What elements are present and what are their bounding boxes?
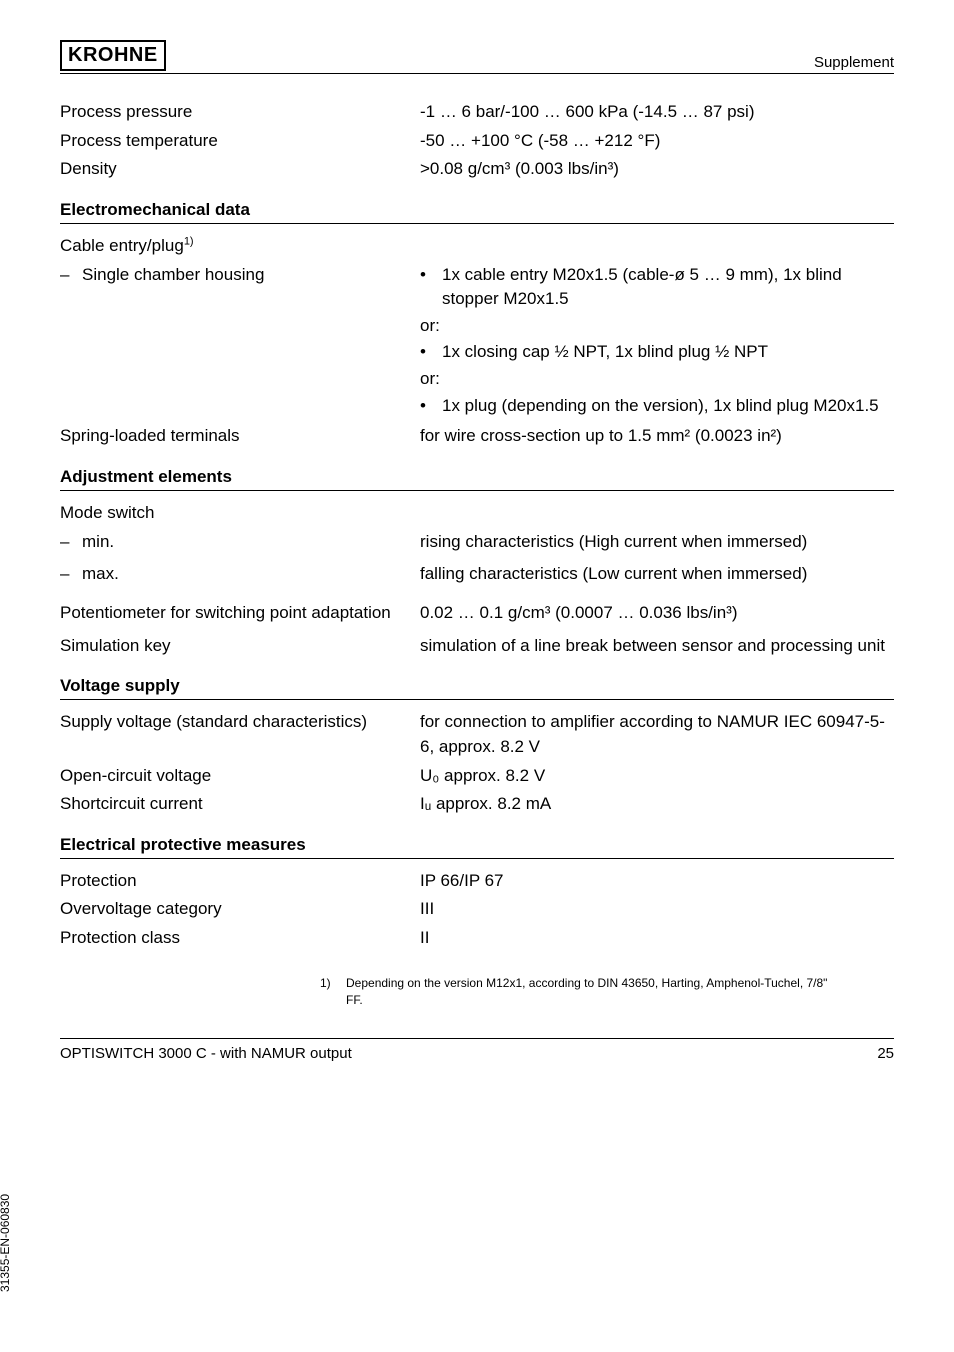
pot-value: 0.02 … 0.1 g/cm³ (0.0007 … 0.036 lbs/in³… [420,601,894,626]
simulation-row: Simulation key simulation of a line brea… [60,634,894,659]
page-header: KROHNE Supplement [60,40,894,74]
overvoltage-label: Overvoltage category [60,897,420,922]
cable-entry-row: Cable entry/plug1) [60,234,894,259]
cable-entry-text: Cable entry/plug [60,236,184,255]
short-label: Shortcircuit current [60,792,420,817]
spec-row: Process temperature -50 … +100 °C (-58 …… [60,129,894,154]
open-label: Open-circuit voltage [60,764,420,789]
protection-class-value: II [420,926,894,951]
bullet-list: 1x cable entry M20x1.5 (cable-ø 5 … 9 mm… [420,263,894,312]
spec-value: -1 … 6 bar/-100 … 600 kPa (-14.5 … 87 ps… [420,100,894,125]
potentiometer-row: Potentiometer for switching point adapta… [60,601,894,626]
spec-label: Process pressure [60,100,420,125]
spec-value: >0.08 g/cm³ (0.003 lbs/in³) [420,157,894,182]
protection-class-row: Protection class II [60,926,894,951]
mode-switch-row: Mode switch [60,501,894,526]
spec-row: Process pressure -1 … 6 bar/-100 … 600 k… [60,100,894,125]
overvoltage-value: III [420,897,894,922]
spring-value: for wire cross-section up to 1.5 mm² (0.… [420,424,894,449]
mode-switch-label: Mode switch [60,501,420,526]
open-value: U₀ approx. 8.2 V [420,764,894,789]
short-value: Iᵤ approx. 8.2 mA [420,792,894,817]
pot-label: Potentiometer for switching point adapta… [60,601,420,626]
spring-terminals-row: Spring-loaded terminals for wire cross-s… [60,424,894,449]
bullet-list: 1x closing cap ½ NPT, 1x blind plug ½ NP… [420,340,894,365]
spec-row: Density >0.08 g/cm³ (0.003 lbs/in³) [60,157,894,182]
protection-class-label: Protection class [60,926,420,951]
section-title-voltage: Voltage supply [60,676,894,700]
section-title-electromechanical: Electromechanical data [60,200,894,224]
max-row: – max. falling characteristics (Low curr… [60,562,894,587]
bullet-list: 1x plug (depending on the version), 1x b… [420,394,894,419]
header-section-label: Supplement [814,54,894,71]
empty-value [420,234,894,259]
dash-icon: – [60,562,82,587]
protection-row: Protection IP 66/IP 67 [60,869,894,894]
overvoltage-row: Overvoltage category III [60,897,894,922]
cable-entry-label: Cable entry/plug1) [60,234,420,259]
open-circuit-row: Open-circuit voltage U₀ approx. 8.2 V [60,764,894,789]
sim-label: Simulation key [60,634,420,659]
dash-icon: – [60,530,82,555]
max-label: max. [82,562,420,587]
spec-value: -50 … +100 °C (-58 … +212 °F) [420,129,894,154]
supply-label: Supply voltage (standard characteristics… [60,710,420,759]
section-title-adjustment: Adjustment elements [60,467,894,491]
supply-voltage-row: Supply voltage (standard characteristics… [60,710,894,759]
cable-entry-sup: 1) [184,235,194,247]
footer-left: OPTISWITCH 3000 C - with NAMUR output [60,1045,352,1062]
bullet-item: 1x closing cap ½ NPT, 1x blind plug ½ NP… [420,340,894,365]
side-doc-id: 31355-EN-060830 [0,1194,12,1292]
supply-value: for connection to amplifier according to… [420,710,894,759]
spec-label: Process temperature [60,129,420,154]
max-value: falling characteristics (Low current whe… [420,562,894,587]
footnote: 1) Depending on the version M12x1, accor… [320,975,840,1009]
protection-label: Protection [60,869,420,894]
min-label: min. [82,530,420,555]
min-row: – min. rising characteristics (High curr… [60,530,894,555]
sim-value: simulation of a line break between senso… [420,634,894,659]
or-text: or: [420,367,894,392]
or-text: or: [420,314,894,339]
protection-value: IP 66/IP 67 [420,869,894,894]
shortcircuit-row: Shortcircuit current Iᵤ approx. 8.2 mA [60,792,894,817]
logo: KROHNE [60,40,166,71]
min-value: rising characteristics (High current whe… [420,530,894,555]
spring-label: Spring-loaded terminals [60,424,420,449]
footnote-text: Depending on the version M12x1, accordin… [346,975,840,1009]
section-title-electrical: Electrical protective measures [60,835,894,859]
page-footer: OPTISWITCH 3000 C - with NAMUR output 25 [60,1038,894,1062]
bullet-item: 1x plug (depending on the version), 1x b… [420,394,894,419]
spec-label: Density [60,157,420,182]
single-chamber-label: Single chamber housing [82,263,420,421]
single-chamber-value: 1x cable entry M20x1.5 (cable-ø 5 … 9 mm… [420,263,894,421]
empty-value [420,501,894,526]
single-chamber-row: – Single chamber housing 1x cable entry … [60,263,894,421]
bullet-item: 1x cable entry M20x1.5 (cable-ø 5 … 9 mm… [420,263,894,312]
footnote-num: 1) [320,975,346,1009]
dash-icon: – [60,263,82,421]
footer-page-number: 25 [877,1045,894,1062]
